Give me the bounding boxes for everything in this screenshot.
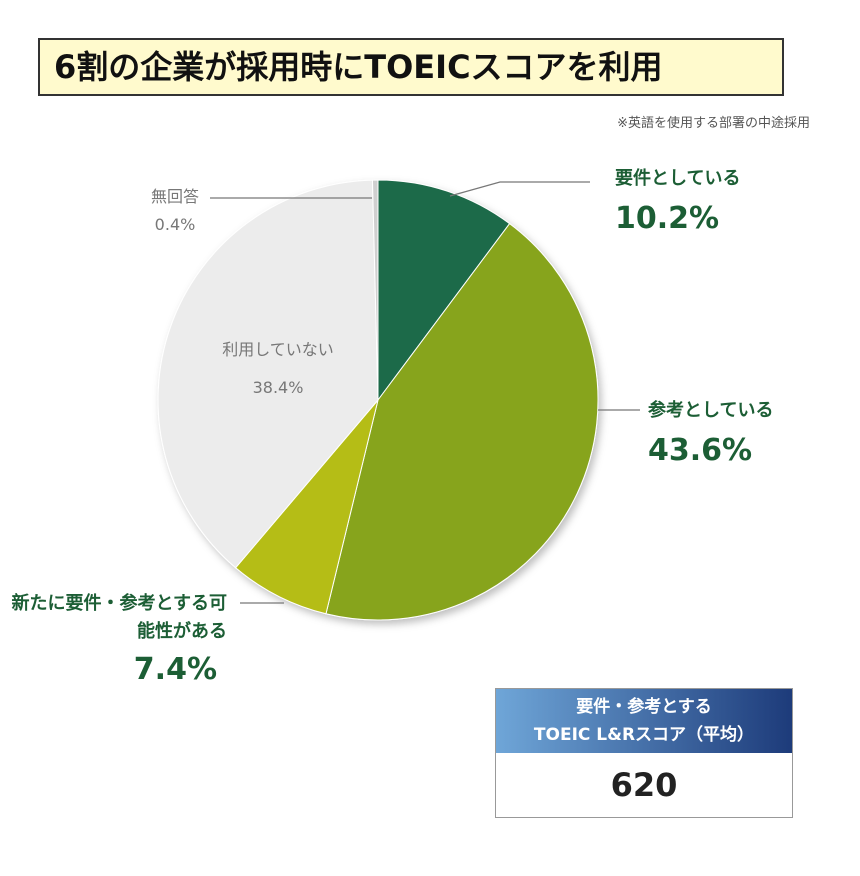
category-label: 要件としている (615, 168, 741, 189)
value-label: 7.4% (133, 652, 217, 687)
category-label: 利用していない (222, 340, 334, 359)
pie-slice (157, 179, 379, 569)
value-label: 38.4% (252, 378, 304, 397)
note: ※英語を使用する部署の中途採用 (617, 116, 810, 131)
pie-slice (371, 179, 379, 401)
score-box-header-line: 要件・参考とする (576, 697, 712, 717)
score-box: 要件・参考とする TOEIC L&Rスコア（平均） 620 (495, 688, 793, 818)
slice-label: 参考としている 43.6% (648, 397, 848, 468)
slice-label: 無回答 0.4% (130, 183, 220, 234)
slice-label: 新たに要件・参考とする可能性がある 7.4% (5, 590, 227, 687)
score-box-header: 要件・参考とする TOEIC L&Rスコア（平均） (496, 689, 792, 753)
leader-line (449, 181, 590, 197)
chart-title: 6割の企業が採用時にTOEICスコアを利用 (38, 38, 784, 96)
slices (157, 179, 599, 621)
value-label: 0.4% (154, 215, 196, 234)
value-label: 43.6% (648, 433, 753, 468)
pie-slice (377, 179, 511, 402)
leader-lines (210, 181, 640, 604)
slice-label: 利用していない 38.4% (190, 336, 366, 397)
pie-slice (234, 399, 379, 615)
score-box-header-line: TOEIC L&Rスコア（平均） (533, 725, 755, 745)
category-label: 新たに要件・参考とする可能性がある (11, 593, 227, 642)
pie-slice (325, 222, 599, 621)
value-label: 10.2% (615, 201, 720, 236)
category-label: 参考としている (648, 400, 774, 421)
score-box-value: 620 (610, 766, 678, 804)
slice-label: 要件としている 10.2% (615, 165, 835, 236)
category-label: 無回答 (150, 187, 199, 206)
